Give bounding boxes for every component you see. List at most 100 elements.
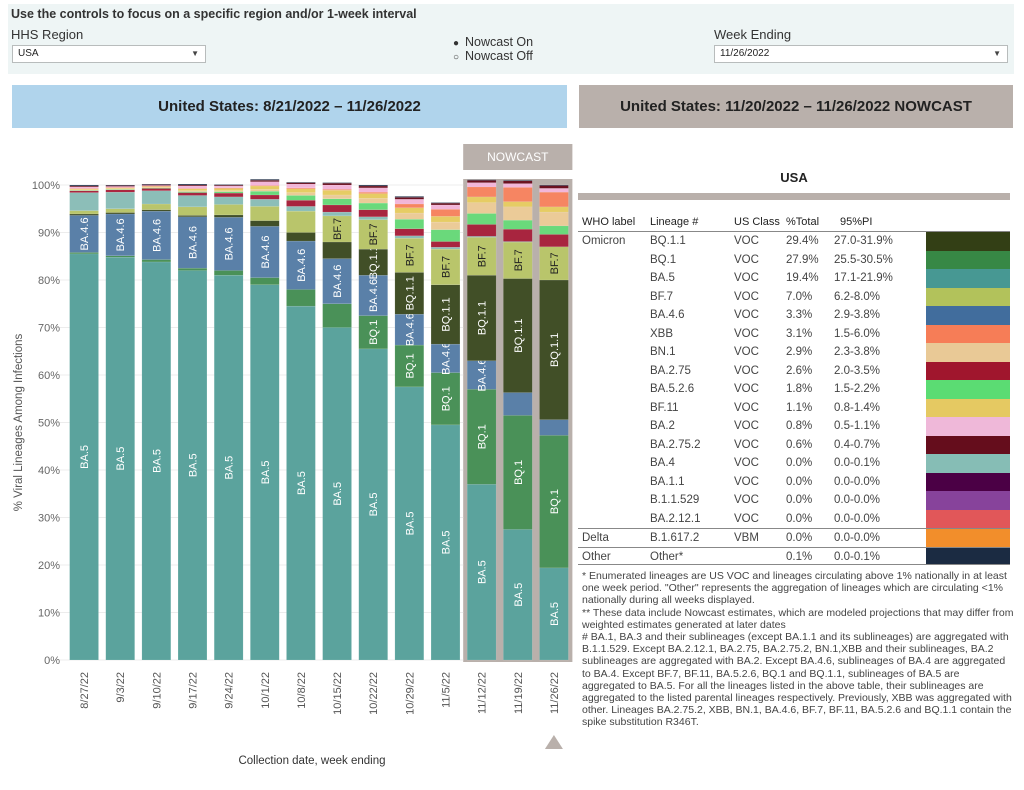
bar-segment-ba-2-75[interactable] — [177, 192, 208, 196]
bar-segment-ba-2-75[interactable] — [213, 192, 244, 198]
bar-segment-ba-4[interactable] — [430, 247, 461, 250]
bar-segment-xbb[interactable] — [430, 209, 461, 217]
bar-segment-other[interactable] — [177, 183, 208, 186]
bar-segment-ba-4-6[interactable] — [141, 210, 172, 260]
bar-segment-bq-1-1[interactable] — [105, 212, 135, 215]
bar-segment-ba-5[interactable] — [105, 256, 135, 661]
bar-segment-ba-2[interactable] — [430, 204, 461, 210]
bar-segment-ba-2-75[interactable] — [322, 204, 352, 213]
bar-segment-bf-11[interactable] — [394, 207, 425, 214]
bar-segment-bf-7[interactable] — [250, 206, 280, 221]
bar-segment-ba-4[interactable] — [69, 192, 99, 211]
bar-segment-ba-4[interactable] — [213, 196, 244, 205]
bar-segment-bq-1-1[interactable] — [358, 248, 388, 276]
bar-segment-ba-2-75-2[interactable] — [466, 180, 497, 183]
bar-segment-ba-2-75[interactable] — [358, 209, 388, 218]
bar-segment-ba-5-2-6[interactable] — [466, 213, 497, 225]
bar-segment-ba-2[interactable] — [358, 187, 388, 193]
bar-segment-ba-5[interactable] — [286, 305, 316, 661]
bar-segment-xbb[interactable] — [358, 191, 388, 194]
bar-segment-bn-1[interactable] — [466, 202, 497, 214]
bar-segment-bq-1-1[interactable] — [503, 278, 533, 393]
bar-segment-ba-2[interactable] — [539, 188, 569, 193]
region-select[interactable]: USA ▼ — [12, 45, 206, 63]
bar-segment-ba-5[interactable] — [250, 284, 280, 661]
bar-segment-ba-2[interactable] — [322, 184, 352, 190]
bar-segment-ba-2-75[interactable] — [286, 199, 316, 207]
bar-segment-bq-1-1[interactable] — [394, 272, 425, 315]
bar-segment-ba-5[interactable] — [69, 253, 99, 661]
bar-segment-bq-1-1[interactable] — [213, 214, 244, 218]
bar-segment-bf-11[interactable] — [430, 216, 461, 223]
bar-segment-bq-1-1[interactable] — [539, 279, 569, 420]
bar-segment-ba-2-75-2[interactable] — [358, 185, 388, 189]
bar-segment-ba-4[interactable] — [177, 195, 208, 208]
bar-segment-ba-5-2-6[interactable] — [539, 225, 569, 235]
bar-segment-other[interactable] — [539, 184, 569, 186]
bar-segment-ba-4-6[interactable] — [394, 313, 425, 346]
bar-segment-ba-4[interactable] — [286, 206, 316, 212]
bar-segment-bq-1[interactable] — [430, 372, 461, 426]
bar-segment-bf-11[interactable] — [213, 188, 244, 191]
bar-segment-ba-2-75[interactable] — [250, 194, 280, 200]
bar-segment-bq-1[interactable] — [250, 277, 280, 285]
bar-segment-ba-4-6[interactable] — [503, 392, 533, 416]
bar-segment-other[interactable] — [503, 180, 533, 182]
bar-segment-xbb[interactable] — [503, 187, 533, 202]
bar-segment-ba-4-6[interactable] — [177, 216, 208, 269]
bar-segment-ba-2-75-2[interactable] — [394, 197, 425, 200]
selected-week-marker-icon[interactable] — [544, 735, 563, 749]
nowcast-off-radio[interactable]: ○ Nowcast Off — [453, 49, 533, 63]
bar-segment-ba-4-6[interactable] — [105, 213, 135, 256]
bar-segment-bf-11[interactable] — [358, 193, 388, 199]
bar-segment-bf-7[interactable] — [430, 248, 461, 285]
bar-segment-ba-5[interactable] — [394, 386, 425, 661]
bar-segment-bn-1[interactable] — [394, 212, 425, 220]
bar-segment-bq-1[interactable] — [177, 267, 208, 271]
bar-segment-bn-1[interactable] — [430, 221, 461, 230]
bar-segment-bf-7[interactable] — [466, 237, 497, 276]
bar-segment-xbb[interactable] — [394, 203, 425, 208]
nowcast-on-radio[interactable]: ● Nowcast On — [453, 35, 533, 49]
bar-segment-ba-2[interactable] — [177, 185, 208, 189]
bar-segment-other[interactable] — [394, 196, 425, 198]
bar-segment-other[interactable] — [358, 184, 388, 187]
bar-segment-bf-7[interactable] — [358, 219, 388, 250]
bar-segment-bf-11[interactable] — [286, 188, 316, 193]
bar-segment-ba-5-2-6[interactable] — [358, 202, 388, 210]
bar-segment-ba-2[interactable] — [286, 183, 316, 189]
bar-segment-ba-5[interactable] — [322, 327, 352, 661]
bar-segment-bq-1-1[interactable] — [286, 232, 316, 242]
bar-segment-bf-7[interactable] — [394, 237, 425, 273]
bar-segment-ba-5[interactable] — [503, 529, 533, 661]
bar-segment-ba-2-75[interactable] — [430, 241, 461, 248]
bar-segment-ba-2[interactable] — [394, 199, 425, 205]
bar-segment-bf-11[interactable] — [466, 196, 497, 203]
bar-segment-other[interactable] — [141, 183, 172, 185]
bar-segment-bf-7[interactable] — [105, 208, 135, 213]
bar-segment-other[interactable] — [322, 182, 352, 184]
bar-segment-bq-1[interactable] — [322, 303, 352, 328]
bar-segment-ba-5-2-6[interactable] — [322, 198, 352, 206]
bar-segment-ba-5-2-6[interactable] — [286, 195, 316, 201]
bar-segment-ba-2[interactable] — [69, 186, 99, 189]
bar-segment-ba-4[interactable] — [394, 235, 425, 239]
bar-segment-ba-4-6[interactable] — [358, 275, 388, 316]
bar-segment-ba-5[interactable] — [213, 275, 244, 661]
bar-segment-bq-1[interactable] — [466, 389, 497, 485]
bar-segment-ba-4-6[interactable] — [69, 215, 99, 253]
bar-segment-bn-1[interactable] — [503, 206, 533, 221]
week-select[interactable]: 11/26/2022 ▼ — [714, 45, 1008, 63]
bar-segment-ba-2-75[interactable] — [105, 189, 135, 193]
bar-segment-other[interactable] — [286, 181, 316, 183]
bar-segment-ba-4-6[interactable] — [250, 226, 280, 278]
bar-segment-ba-4[interactable] — [105, 191, 135, 209]
bar-segment-ba-2-75[interactable] — [394, 228, 425, 237]
bar-segment-other[interactable] — [105, 184, 135, 186]
bar-segment-bq-1[interactable] — [69, 252, 99, 255]
bar-segment-ba-4-6[interactable] — [213, 217, 244, 271]
bar-segment-ba-4[interactable] — [141, 190, 172, 205]
bar-segment-bf-11[interactable] — [539, 206, 569, 213]
bar-segment-bq-1[interactable] — [213, 270, 244, 276]
bar-segment-bf-7[interactable] — [177, 206, 208, 216]
